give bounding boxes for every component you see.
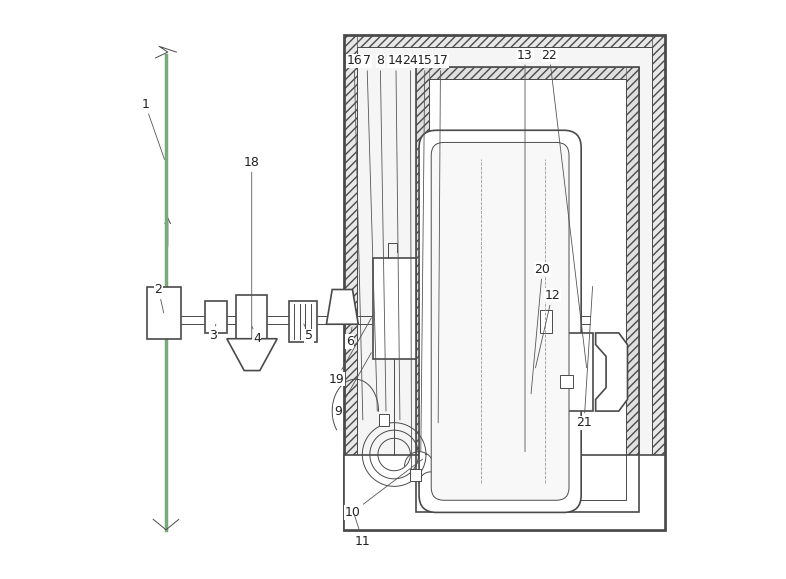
Text: 1: 1 — [141, 98, 164, 159]
Bar — [288, 301, 317, 342]
Polygon shape — [535, 310, 556, 327]
Text: 3: 3 — [210, 324, 218, 342]
Bar — [343, 517, 665, 530]
Text: 16: 16 — [347, 54, 363, 420]
Bar — [147, 287, 181, 339]
Text: 8: 8 — [376, 54, 386, 411]
Text: 19: 19 — [329, 318, 371, 386]
Text: 17: 17 — [432, 54, 449, 423]
Text: 14: 14 — [388, 54, 404, 420]
Bar — [540, 310, 552, 333]
Polygon shape — [227, 339, 277, 371]
Bar — [626, 67, 639, 512]
Bar — [343, 35, 665, 47]
Bar — [652, 35, 665, 530]
Text: 10: 10 — [344, 459, 423, 519]
Bar — [416, 67, 639, 512]
Text: 7: 7 — [363, 54, 377, 411]
FancyBboxPatch shape — [419, 130, 581, 512]
Bar — [343, 35, 665, 530]
Text: 5: 5 — [304, 324, 313, 342]
Bar — [343, 35, 357, 530]
Text: 15: 15 — [417, 54, 433, 452]
Text: 2: 2 — [155, 283, 163, 313]
Text: 6: 6 — [346, 327, 354, 348]
Text: 20: 20 — [531, 263, 550, 394]
Bar — [560, 375, 573, 388]
Text: 4: 4 — [252, 327, 261, 345]
Polygon shape — [596, 333, 627, 411]
Bar — [379, 414, 389, 426]
Bar — [236, 295, 267, 339]
Bar — [520, 333, 593, 411]
Text: 24: 24 — [402, 54, 418, 469]
Text: 21: 21 — [576, 287, 593, 429]
Text: 9: 9 — [334, 353, 371, 417]
Bar — [410, 469, 421, 481]
Text: 18: 18 — [244, 156, 259, 339]
Bar — [357, 47, 652, 517]
Text: 11: 11 — [354, 515, 371, 548]
Bar — [429, 79, 626, 500]
Bar — [416, 67, 639, 512]
Text: 22: 22 — [542, 49, 586, 368]
Bar — [416, 500, 639, 512]
Bar — [416, 67, 639, 79]
Bar — [205, 301, 227, 333]
Bar — [416, 67, 429, 512]
Text: 13: 13 — [517, 49, 533, 452]
Polygon shape — [326, 290, 358, 324]
FancyBboxPatch shape — [432, 142, 569, 500]
Bar — [373, 258, 416, 359]
Bar — [343, 455, 665, 530]
Bar — [343, 35, 665, 530]
Text: 12: 12 — [535, 289, 560, 368]
